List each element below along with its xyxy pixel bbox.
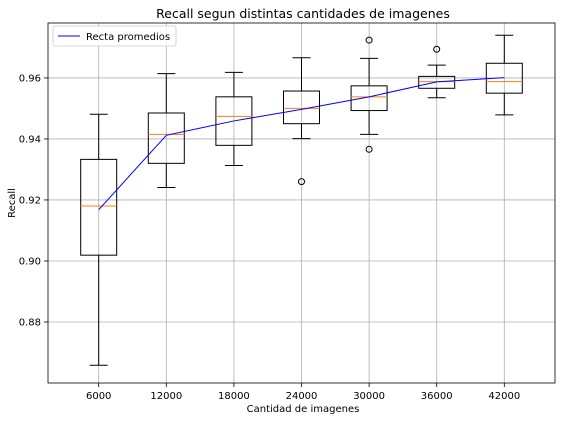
x-tick-label: 18000 <box>218 391 250 402</box>
x-tick-label: 24000 <box>286 391 318 402</box>
y-tick-label: 0.94 <box>19 134 41 145</box>
x-tick-label: 12000 <box>150 391 182 402</box>
x-tick-label: 36000 <box>421 391 453 402</box>
chart-title: Recall segun distintas cantidades de ima… <box>156 6 450 21</box>
x-axis: 6000 12000 18000 24000 30000 36000 42000 <box>86 383 520 402</box>
y-tick-label: 0.92 <box>19 195 41 206</box>
legend: Recta promedios <box>53 26 176 46</box>
x-tick-label: 42000 <box>488 391 520 402</box>
y-axis: 0.88 0.90 0.92 0.94 0.96 <box>19 73 48 328</box>
y-tick-label: 0.90 <box>19 256 41 267</box>
y-axis-label: Recall <box>7 188 18 218</box>
y-tick-label: 0.88 <box>19 317 41 328</box>
legend-label: Recta promedios <box>86 32 170 43</box>
x-axis-label: Cantidad de imagenes <box>247 404 360 415</box>
x-tick-label: 6000 <box>86 391 111 402</box>
y-tick-label: 0.96 <box>19 73 41 84</box>
x-tick-label: 30000 <box>353 391 385 402</box>
